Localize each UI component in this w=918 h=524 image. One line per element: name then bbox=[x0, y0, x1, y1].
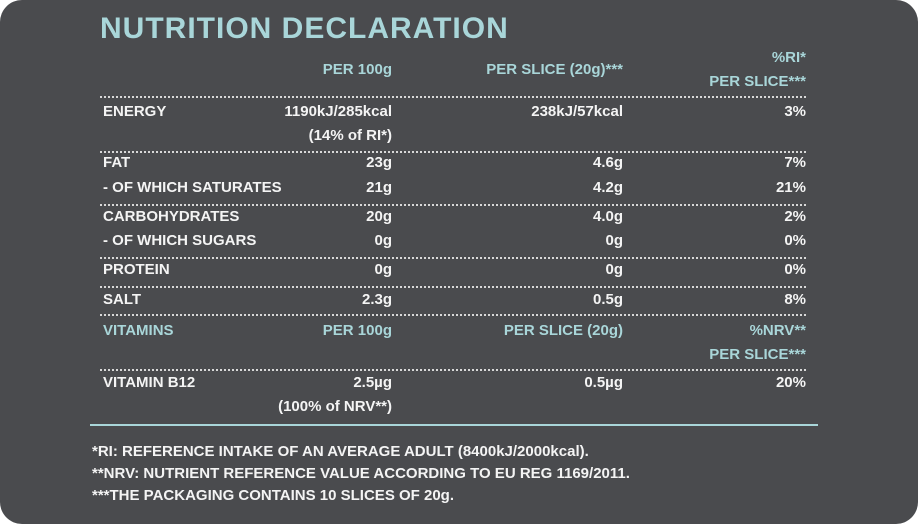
cell: 8% bbox=[784, 291, 806, 308]
cell: PER SLICE*** bbox=[709, 73, 806, 90]
cell: PER SLICE*** bbox=[709, 346, 806, 363]
row-label: VITAMIN B12 bbox=[103, 374, 195, 391]
cell: 238kJ/57kcal bbox=[531, 103, 623, 120]
cell: 0.5µg bbox=[584, 374, 623, 391]
cell: 2% bbox=[784, 208, 806, 225]
cell: 20% bbox=[776, 374, 806, 391]
cell: PER 100g bbox=[323, 322, 392, 339]
cell: 0.5g bbox=[593, 291, 623, 308]
row-label: FAT bbox=[103, 154, 130, 171]
cell: %RI* bbox=[772, 49, 806, 66]
row-label: - OF WHICH SUGARS bbox=[103, 232, 256, 249]
footnote: **NRV: NUTRIENT REFERENCE VALUE ACCORDIN… bbox=[92, 465, 630, 482]
cell: 4.2g bbox=[593, 179, 623, 196]
row-label: CARBOHYDRATES bbox=[103, 208, 239, 225]
footnote: ***THE PACKAGING CONTAINS 10 SLICES OF 2… bbox=[92, 487, 454, 504]
cell: 21% bbox=[776, 179, 806, 196]
cell: 23g bbox=[366, 154, 392, 171]
cell: 4.6g bbox=[593, 154, 623, 171]
cell: (14% of RI*) bbox=[309, 127, 392, 144]
row-label: - OF WHICH SATURATES bbox=[103, 179, 282, 196]
cell: 0g bbox=[374, 232, 392, 249]
cell: 2.5µg bbox=[353, 374, 392, 391]
row-label: PROTEIN bbox=[103, 261, 170, 278]
cell: 0% bbox=[784, 232, 806, 249]
cell: PER SLICE (20g)*** bbox=[486, 61, 623, 78]
footnote: *RI: REFERENCE INTAKE OF AN AVERAGE ADUL… bbox=[92, 443, 589, 460]
title: NUTRITION DECLARATION bbox=[100, 12, 509, 45]
cell: 3% bbox=[784, 103, 806, 120]
cell: 0g bbox=[605, 261, 623, 278]
cell: 21g bbox=[366, 179, 392, 196]
cell: PER SLICE (20g) bbox=[504, 322, 623, 339]
cell: 2.3g bbox=[362, 291, 392, 308]
cell: (100% of NRV**) bbox=[278, 398, 392, 415]
row-label: ENERGY bbox=[103, 103, 166, 120]
cell: 0g bbox=[605, 232, 623, 249]
row-label: VITAMINS bbox=[103, 322, 174, 339]
cell: PER 100g bbox=[323, 61, 392, 78]
cell: 0% bbox=[784, 261, 806, 278]
row-label: SALT bbox=[103, 291, 141, 308]
cell: 4.0g bbox=[593, 208, 623, 225]
cell: 20g bbox=[366, 208, 392, 225]
cell: 1190kJ/285kcal bbox=[284, 103, 392, 120]
cell: 0g bbox=[374, 261, 392, 278]
cell: %NRV** bbox=[750, 322, 807, 339]
cell: 7% bbox=[784, 154, 806, 171]
